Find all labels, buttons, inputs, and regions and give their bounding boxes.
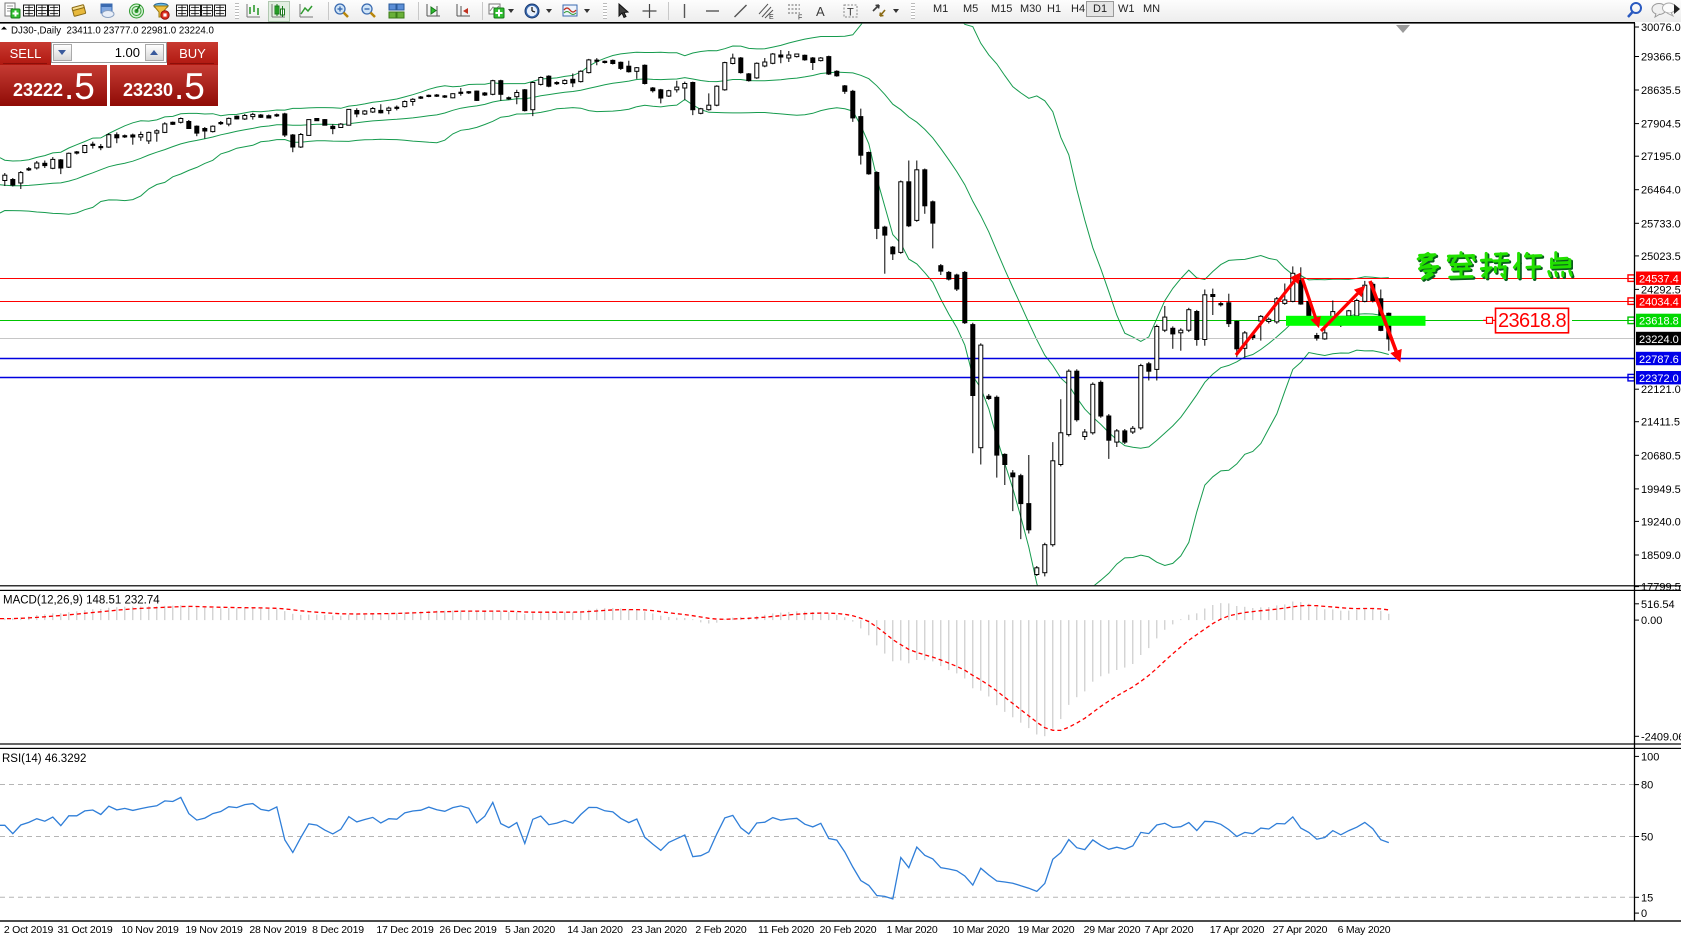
svg-text:6 May 2020: 6 May 2020 [1338,924,1391,936]
svg-text:27 Apr 2020: 27 Apr 2020 [1273,924,1328,936]
svg-text:2 Feb 2020: 2 Feb 2020 [695,924,746,936]
svg-text:27195.0: 27195.0 [1641,151,1681,163]
svg-text:24034.4: 24034.4 [1639,297,1679,309]
svg-text:24537.4: 24537.4 [1639,274,1679,286]
svg-text:20 Feb 2020: 20 Feb 2020 [820,924,877,936]
svg-text:1 Mar 2020: 1 Mar 2020 [886,924,937,936]
svg-text:21411.5: 21411.5 [1641,417,1680,429]
svg-text:17 Dec 2019: 17 Dec 2019 [376,924,434,936]
svg-text:30076.0: 30076.0 [1641,22,1681,34]
svg-text:-2409.06: -2409.06 [1641,731,1681,743]
svg-text:10 Nov 2019: 10 Nov 2019 [121,924,179,936]
svg-text:2 Oct 2019: 2 Oct 2019 [4,924,54,936]
svg-text:17 Apr 2020: 17 Apr 2020 [1210,924,1265,936]
svg-text:23618.8: 23618.8 [1498,310,1567,332]
svg-text:DJ30-,Daily 23411.0 23777.0 2: DJ30-,Daily 23411.0 23777.0 22981.0 2322… [11,26,214,37]
svg-text:26 Dec 2019: 26 Dec 2019 [439,924,497,936]
svg-text:23224.0: 23224.0 [1639,334,1679,346]
svg-text:10 Mar 2020: 10 Mar 2020 [953,924,1010,936]
svg-text:MACD(12,26,9) 148.51 232.74: MACD(12,26,9) 148.51 232.74 [3,595,160,607]
svg-text:80: 80 [1641,780,1653,792]
svg-text:23618.8: 23618.8 [1639,316,1679,328]
svg-text:29 Mar 2020: 29 Mar 2020 [1084,924,1141,936]
svg-text:7 Apr 2020: 7 Apr 2020 [1145,924,1194,936]
svg-text:E: E [769,14,774,20]
svg-text:27904.5: 27904.5 [1641,119,1681,131]
svg-text:19 Mar 2020: 19 Mar 2020 [1018,924,1075,936]
svg-text:22787.6: 22787.6 [1639,354,1679,366]
svg-text:100: 100 [1641,751,1659,763]
svg-text:25733.0: 25733.0 [1641,218,1681,230]
svg-text:18509.0: 18509.0 [1641,550,1681,562]
svg-text:22121.0: 22121.0 [1641,384,1681,396]
svg-text:F: F [798,15,802,21]
svg-text:24292.5: 24292.5 [1641,284,1681,296]
svg-text:28635.5: 28635.5 [1641,85,1681,97]
svg-text:19240.0: 19240.0 [1641,516,1681,528]
svg-text:28 Nov 2019: 28 Nov 2019 [249,924,307,936]
svg-text:5 Jan 2020: 5 Jan 2020 [505,924,555,936]
svg-text:31 Oct 2019: 31 Oct 2019 [57,924,112,936]
svg-text:8 Dec 2019: 8 Dec 2019 [312,924,364,936]
svg-text:0: 0 [1641,908,1647,920]
svg-text:22372.0: 22372.0 [1639,373,1679,385]
svg-text:19949.5: 19949.5 [1641,484,1681,496]
svg-text:17799.5: 17799.5 [1641,582,1681,594]
svg-text:516.54: 516.54 [1641,599,1675,611]
svg-text:15: 15 [1641,892,1653,904]
svg-text:14 Jan 2020: 14 Jan 2020 [567,924,623,936]
svg-text:26464.0: 26464.0 [1641,185,1681,197]
svg-text:29366.5: 29366.5 [1641,52,1681,64]
svg-text:50: 50 [1641,832,1653,844]
svg-text:T: T [847,7,854,19]
svg-text:0.00: 0.00 [1641,615,1662,627]
svg-text:20680.5: 20680.5 [1641,450,1681,462]
svg-text:23 Jan 2020: 23 Jan 2020 [631,924,687,936]
svg-text:19 Nov 2019: 19 Nov 2019 [185,924,243,936]
svg-text:11 Feb 2020: 11 Feb 2020 [758,924,814,936]
svg-text:RSI(14) 46.3292: RSI(14) 46.3292 [2,753,86,765]
svg-text:25023.5: 25023.5 [1641,251,1681,263]
